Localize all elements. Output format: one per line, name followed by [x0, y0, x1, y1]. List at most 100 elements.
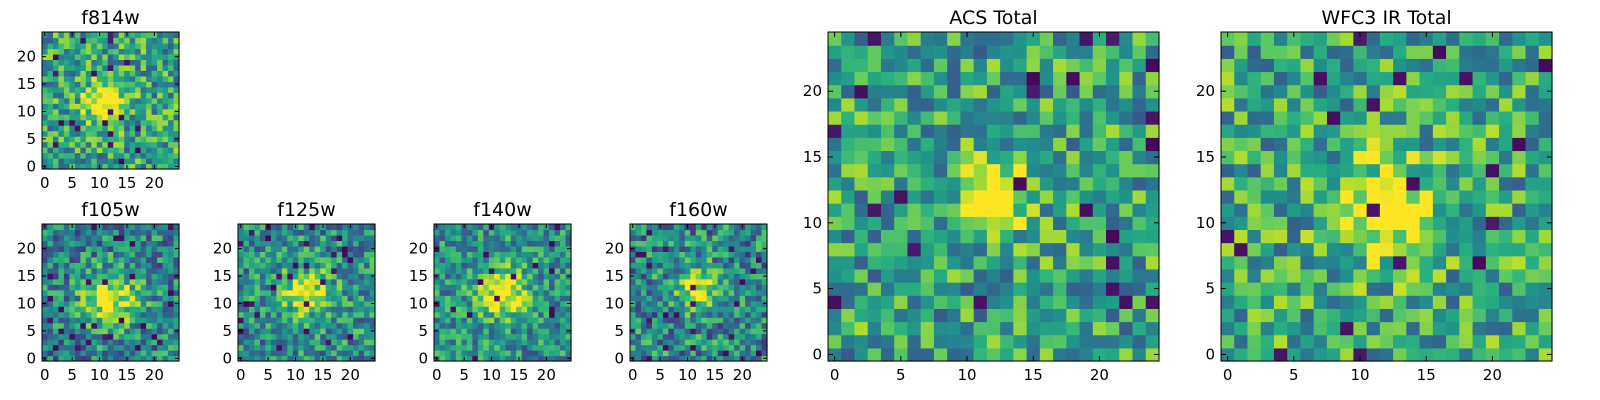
heatmap-cell — [47, 234, 54, 242]
heatmap-cell — [1247, 334, 1262, 349]
heatmap-cell — [102, 136, 109, 143]
heatmap-cell — [933, 321, 948, 336]
heatmap-cell — [140, 86, 147, 93]
heatmap-cell — [157, 42, 164, 50]
heatmap-cell — [74, 86, 81, 93]
heatmap-cell — [331, 295, 338, 302]
heatmap-cell — [1300, 97, 1315, 112]
heatmap-cell — [1287, 32, 1302, 46]
heatmap-cell — [162, 256, 169, 263]
heatmap-cell — [701, 240, 708, 247]
heatmap-cell — [723, 284, 730, 291]
heatmap-cell — [712, 344, 719, 351]
heatmap-cell — [1300, 321, 1315, 336]
heatmap-cell — [894, 124, 909, 138]
heatmap-cell — [47, 295, 54, 302]
heatmap-cell — [494, 245, 501, 252]
heatmap-cell — [118, 70, 125, 77]
heatmap-cell — [1379, 163, 1394, 178]
heatmap-cell — [761, 234, 768, 242]
heatmap-cell — [1092, 282, 1107, 296]
heatmap-cell — [325, 273, 332, 280]
heatmap-cell — [880, 124, 895, 138]
heatmap-cell — [455, 300, 462, 307]
heatmap-cell — [1273, 242, 1288, 257]
heatmap-cell — [135, 141, 142, 148]
heatmap-cell — [483, 328, 490, 335]
heatmap-cell — [1000, 255, 1014, 270]
y-tick-label: 20 — [605, 240, 624, 258]
heatmap-cell — [281, 240, 288, 247]
heatmap-cell — [549, 355, 556, 362]
heatmap-cell — [63, 92, 70, 99]
heatmap-cell — [1106, 150, 1120, 165]
heatmap-cell — [933, 203, 948, 217]
heatmap-cell — [1273, 45, 1288, 59]
heatmap-cell — [303, 344, 310, 351]
heatmap-cell — [973, 334, 988, 349]
heatmap-cell — [248, 295, 256, 302]
heatmap-cell — [1538, 84, 1553, 99]
heatmap-cell — [466, 333, 473, 340]
heatmap-cell — [728, 273, 735, 280]
heatmap-cell — [276, 240, 283, 247]
heatmap-cell — [281, 267, 288, 274]
heatmap-cell — [1472, 71, 1487, 86]
heatmap-cell — [1247, 176, 1262, 191]
heatmap-cell — [102, 147, 109, 154]
heatmap-cell — [1499, 321, 1513, 336]
heatmap-cell — [47, 158, 54, 165]
heatmap-cell — [1000, 295, 1014, 309]
heatmap-cell — [684, 289, 691, 296]
heatmap-cell — [494, 234, 501, 242]
heatmap-cell — [1092, 32, 1107, 46]
heatmap-cell — [358, 267, 365, 274]
heatmap-cell — [135, 229, 142, 236]
heatmap-cell — [1092, 347, 1107, 362]
heatmap-cell — [894, 58, 909, 73]
heatmap-cell — [52, 141, 60, 148]
heatmap-cell — [477, 245, 484, 252]
heatmap-cell — [124, 278, 131, 285]
heatmap-cell — [52, 103, 60, 110]
heatmap-cell — [679, 355, 686, 362]
heatmap-cell — [1340, 308, 1354, 323]
heatmap-cell — [320, 295, 327, 302]
heatmap-cell — [135, 344, 142, 351]
heatmap-cell — [444, 289, 452, 296]
heatmap-cell — [1260, 124, 1275, 138]
heatmap-cell — [960, 321, 975, 336]
heatmap-cell — [298, 344, 305, 351]
heatmap-cell — [450, 311, 457, 318]
heatmap-cell — [673, 317, 680, 324]
heatmap-cell — [1300, 308, 1315, 323]
heatmap-cell — [135, 86, 142, 93]
heatmap-cell — [973, 347, 988, 362]
heatmap-cell — [129, 311, 136, 318]
heatmap-cell — [538, 229, 545, 236]
heatmap-cell — [1092, 176, 1107, 191]
heatmap-cell — [113, 284, 120, 291]
heatmap-cell — [1512, 97, 1527, 112]
heatmap-cell — [439, 333, 446, 340]
heatmap-cell — [466, 284, 473, 291]
heatmap-cell — [151, 119, 158, 126]
heatmap-cell — [679, 306, 686, 313]
heatmap-cell — [854, 268, 869, 283]
heatmap-cell — [521, 311, 528, 318]
heatmap-cell — [58, 295, 65, 302]
heatmap-cell — [320, 229, 327, 236]
heatmap-cell — [80, 158, 87, 165]
heatmap-cell — [91, 130, 98, 137]
heatmap-cell — [91, 273, 98, 280]
heatmap-cell — [1260, 45, 1275, 59]
heatmap-cell — [723, 245, 730, 252]
heatmap-cell — [1026, 334, 1041, 349]
heatmap-cell — [124, 251, 131, 258]
heatmap-cell — [135, 152, 142, 159]
heatmap-cell — [124, 48, 131, 55]
heatmap-cell — [85, 350, 92, 357]
heatmap-cell — [1366, 242, 1381, 257]
heatmap-cell — [668, 339, 675, 346]
heatmap-cell — [47, 278, 54, 285]
